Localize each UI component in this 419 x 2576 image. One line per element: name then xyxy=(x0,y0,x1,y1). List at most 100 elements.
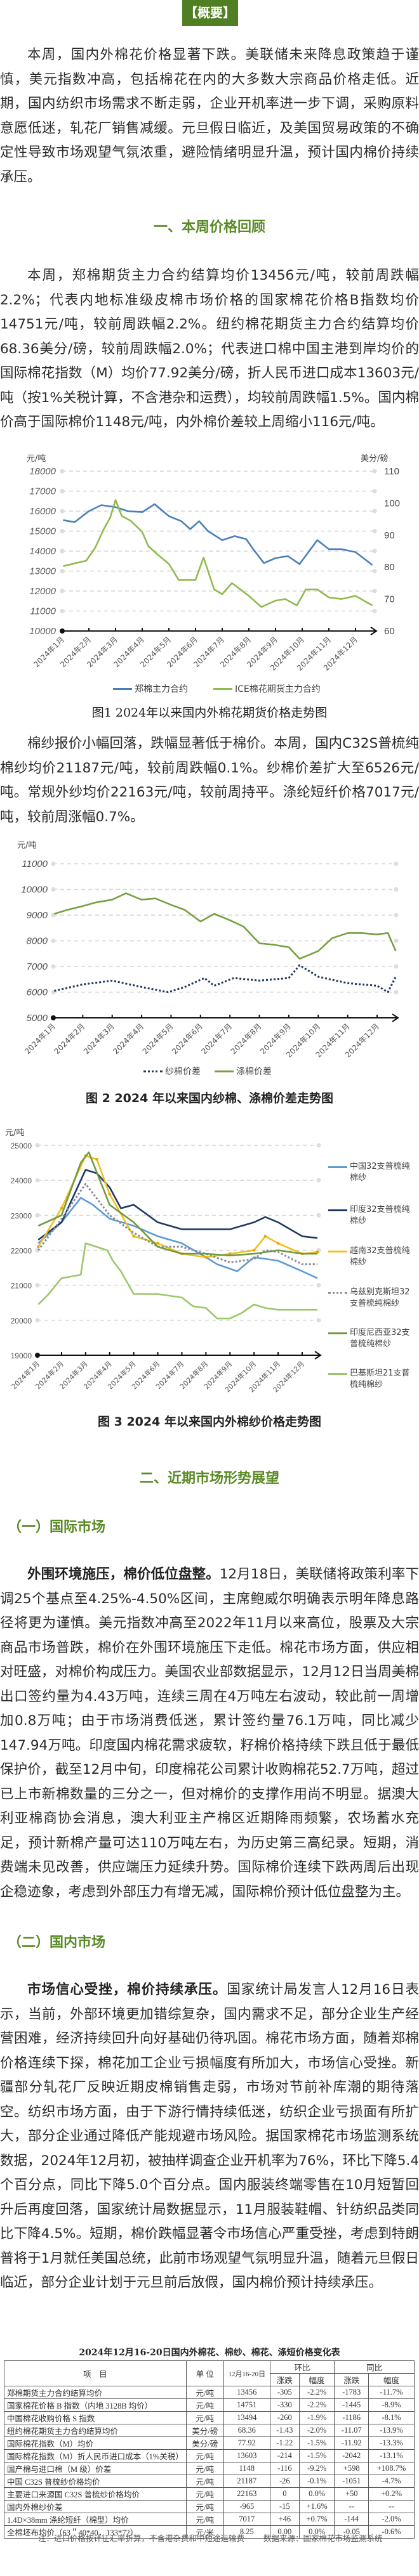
gridline-end-dot xyxy=(60,489,65,493)
series-marker xyxy=(263,1235,267,1238)
cell-unit: 元/吨 xyxy=(185,2500,224,2513)
cell-value: 13456 xyxy=(223,2386,270,2399)
x-tick-label: 2024年6月 xyxy=(170,1022,204,1056)
y-right-tick-label: 80 xyxy=(384,562,395,573)
y-right-tick-label: 60 xyxy=(384,626,395,637)
cell-yoy-chg: -1445 xyxy=(334,2398,369,2412)
cell-item: 国产棉与进口棉（M 级）价差 xyxy=(4,2462,187,2475)
cell-unit: 元/吨 xyxy=(185,2449,224,2462)
x-tick-label: 2024年2月 xyxy=(58,635,93,669)
y-tick-label: 6000 xyxy=(27,987,48,998)
note-text: 注：进口价格按计征汇率折算，不含港杂费和中短途运输费 xyxy=(38,2534,245,2543)
series-marker xyxy=(180,1252,183,1256)
x-tick-label: 2024年5月 xyxy=(106,1359,138,1391)
cell-item: 主要进口来源国 C32S 普梳纱价格均价 xyxy=(4,2487,187,2501)
table-row: 国家棉花价格 B 指数（内地 3128B 均价） 元/吨 14751 -330 -2.2… xyxy=(4,2398,415,2412)
header-mom-change: 涨跌 xyxy=(269,2373,300,2386)
table-row: 国内外棉纱价差 元/吨 -965 -15 +1.6% -- -- xyxy=(4,2500,415,2513)
chart1-legend: 郑棉主力合约 ICE棉花期货主力合约 xyxy=(113,682,321,695)
cell-yoy-chg: +598 xyxy=(334,2462,369,2475)
legend-label: 乌兹别克斯坦32支普梳纯棉纱 xyxy=(350,1287,410,1308)
price-change-table: 项 目 单 位 12月16-20日 环比 同比 涨跌 幅度 涨跌 幅度 郑棉期货… xyxy=(4,2360,415,2539)
header-yoy: 同比 xyxy=(334,2360,415,2374)
cell-mom-pct: -2.0% xyxy=(298,2424,335,2437)
y-right-tick-label: 70 xyxy=(384,594,395,605)
header-yoy-pct: 幅度 xyxy=(368,2373,415,2386)
cell-item: 国际棉花指数（M）折人民币进口成本（1%关税） xyxy=(4,2449,187,2462)
gridline-end-dot xyxy=(372,469,377,474)
gridline-end-dot xyxy=(60,529,65,533)
cell-mom-pct: 0.0% xyxy=(298,2487,335,2501)
y-tick-label: 8000 xyxy=(27,936,48,947)
axis-origin-dot xyxy=(51,1015,56,1020)
cell-mom-chg: -15 xyxy=(269,2500,300,2513)
gridline-end-dot xyxy=(372,569,377,573)
cell-item: 全棉坯布均价（63＂40*40，133*72） xyxy=(4,2525,187,2539)
gridline-end-dot xyxy=(35,1248,40,1252)
x-tick-label: 2024年1月 xyxy=(32,635,66,669)
cell-yoy-chg: -1051 xyxy=(334,2475,369,2488)
x-tick-label: 2024年4月 xyxy=(111,1022,145,1056)
cell-yoy-chg: -2042 xyxy=(334,2449,369,2462)
gridline-end-dot xyxy=(316,1318,321,1323)
gridline-end-dot xyxy=(372,549,377,554)
gridline-end-dot xyxy=(372,509,377,514)
table-row: 中国棉花收购价格 S 指数 元/吨 13494 -260 -1.9% -1186 -8.1% xyxy=(4,2411,415,2424)
gridline-end-dot xyxy=(60,549,65,554)
y-tick-label: 22000 xyxy=(11,1247,32,1256)
cell-unit: 元/吨 xyxy=(185,2411,224,2424)
chart1-left-unit: 元/吨 xyxy=(27,454,46,464)
y-tick-label: 10000 xyxy=(21,885,48,895)
y-tick-label: 20000 xyxy=(11,1317,32,1325)
x-tick-label: 2024年6月 xyxy=(130,1359,161,1391)
gridline-end-dot xyxy=(35,1178,40,1183)
header-mom-pct: 幅度 xyxy=(298,2373,335,2386)
header-mom: 环比 xyxy=(269,2360,335,2374)
x-tick-label: 2024年6月 xyxy=(165,635,199,669)
chart2-caption: 图 2 2024 年以来国内纱棉、涤棉价差走势图 xyxy=(86,1091,333,1105)
x-tick-label: 2024年9月 xyxy=(245,635,279,669)
cell-yoy-pct: -13.3% xyxy=(368,2436,415,2450)
cell-yoy-pct: -11.7% xyxy=(368,2386,415,2399)
cell-mom-chg: -260 xyxy=(269,2411,300,2424)
gridline-end-dot xyxy=(51,990,56,994)
y-right-tick-label: 110 xyxy=(384,466,399,477)
series-marker xyxy=(60,1207,63,1210)
series-marker xyxy=(84,1154,87,1157)
table-row: 国产棉与进口棉（M 级）价差 元/吨 1148 -116 -9.2% +598 +108.7… xyxy=(4,2462,415,2475)
chart3-legend-item: 乌兹别克斯坦32支普梳纯棉纱 xyxy=(328,1287,417,1310)
x-tick-label: 2024年1月 xyxy=(10,1359,41,1391)
y-right-tick-label: 90 xyxy=(384,530,395,541)
legend-label: 郑棉主力合约 xyxy=(135,684,188,694)
header-item: 项 目 xyxy=(4,2360,187,2386)
x-tick-label: 2024年10月 xyxy=(223,1359,258,1394)
gridline-end-dot xyxy=(316,1213,321,1218)
series-marker xyxy=(301,1252,303,1256)
cell-value: -965 xyxy=(223,2500,270,2513)
cell-yoy-chg: -144 xyxy=(334,2513,369,2526)
series-marker xyxy=(229,1252,232,1256)
cell-unit: 元/吨 xyxy=(185,2398,224,2412)
y-tick-label: 11000 xyxy=(30,606,56,617)
y-tick-label: 13000 xyxy=(29,566,56,577)
x-tick-label: 2024年11月 xyxy=(247,1359,282,1394)
cell-yoy-pct: -- xyxy=(368,2500,415,2513)
series-line xyxy=(37,1197,318,1279)
gridline-end-dot xyxy=(394,939,399,943)
gridline-end-dot xyxy=(372,609,377,613)
summary-paragraph: 本周，国内外棉花价格显著下跌。美联储未来降息政策趋于谨慎，美元指数冲高，包括棉花… xyxy=(0,47,419,185)
x-tick-label: 2024年12月 xyxy=(322,635,359,672)
chart2-unit: 元/吨 xyxy=(17,841,37,850)
gridline-end-dot xyxy=(316,1283,321,1288)
legend-swatch-zhengmian xyxy=(113,687,132,690)
cell-mom-pct: -2.2% xyxy=(298,2398,335,2412)
cell-unit: 元/吨 xyxy=(185,2475,224,2488)
cell-mom-chg: +46 xyxy=(269,2513,300,2526)
x-tick-label: 2024年11月 xyxy=(314,1022,351,1059)
source-text: 数据来源：国家棉花市场监测系统 xyxy=(263,2534,383,2543)
y-tick-label: 24000 xyxy=(11,1176,32,1185)
summary-badge: 【概要】 xyxy=(182,0,238,26)
y-tick-label: 9000 xyxy=(27,910,48,921)
y-tick-label: 21000 xyxy=(11,1282,32,1291)
cell-item: 国家棉花价格 B 指数（内地 3128B 均价） xyxy=(4,2398,187,2412)
